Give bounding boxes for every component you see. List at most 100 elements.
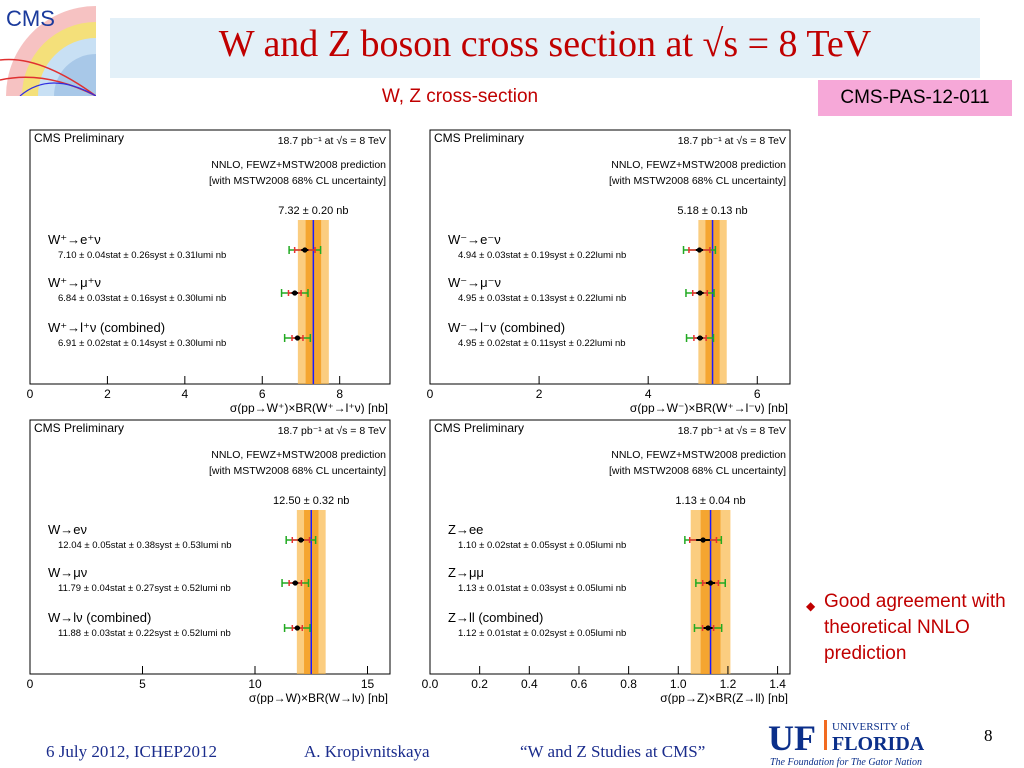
x-tick-label: 0.2 bbox=[471, 677, 488, 691]
chart-z: CMS Preliminary 18.7 pb⁻¹ at √s = 8 TeV NN… bbox=[420, 418, 794, 704]
measurement-point bbox=[292, 580, 298, 586]
measurement-detail: 4.95 ± 0.02stat ± 0.11syst ± 0.22lumi nb bbox=[458, 338, 626, 349]
measurement-row: W⁺→l⁺ν (combined) 6.91 ± 0.02stat ± 0.14s… bbox=[48, 320, 312, 349]
luminosity-label: 18.7 pb⁻¹ at √s = 8 TeV bbox=[678, 425, 786, 437]
x-tick-label: 8 bbox=[336, 387, 343, 401]
prediction-description: NNLO, FEWZ+MSTW2008 prediction bbox=[211, 159, 386, 171]
measurement-name: Z→μμ bbox=[448, 565, 484, 580]
measurement-point bbox=[700, 537, 706, 543]
prediction-uncertainty-note: [with MSTW2008 68% CL uncertainty] bbox=[209, 175, 386, 187]
slide-title: W and Z boson cross section at √s = 8 Te… bbox=[218, 23, 872, 65]
measurement-row: W⁺→e⁺ν 7.10 ± 0.04stat ± 0.26syst ± 0.31l… bbox=[48, 232, 322, 261]
measurement-detail: 6.91 ± 0.02stat ± 0.14syst ± 0.30lumi nb bbox=[58, 338, 226, 349]
measurement-point bbox=[294, 625, 300, 631]
x-tick-label: 0.8 bbox=[620, 677, 637, 691]
measurement-detail: 12.04 ± 0.05stat ± 0.38syst ± 0.53lumi n… bbox=[58, 540, 232, 551]
luminosity-label: 18.7 pb⁻¹ at √s = 8 TeV bbox=[278, 425, 386, 437]
title-bar bbox=[110, 18, 980, 78]
measurement-point bbox=[298, 537, 304, 543]
measurement-point bbox=[292, 290, 298, 296]
chart-w-total: CMS Preliminary 18.7 pb⁻¹ at √s = 8 TeV NN… bbox=[20, 418, 394, 704]
plot-frame bbox=[29, 419, 391, 675]
measurement-name: W⁺→μ⁺ν bbox=[48, 275, 101, 290]
x-tick-label: 4 bbox=[181, 387, 188, 401]
x-tick-label: 0 bbox=[27, 677, 34, 691]
measurement-name: W⁻→e⁻ν bbox=[448, 232, 501, 247]
x-tick-label: 15 bbox=[361, 677, 375, 691]
measurement-detail: 11.88 ± 0.03stat ± 0.22syst ± 0.52lumi n… bbox=[58, 628, 231, 639]
cms-preliminary-label: CMS Preliminary bbox=[34, 131, 124, 145]
measurement-point bbox=[697, 290, 703, 296]
measurement-detail: 6.84 ± 0.03stat ± 0.16syst ± 0.30lumi nb bbox=[58, 293, 226, 304]
x-tick-label: 0 bbox=[427, 387, 434, 401]
cms-preliminary-label: CMS Preliminary bbox=[434, 131, 524, 145]
cms-preliminary-label: CMS Preliminary bbox=[434, 421, 524, 435]
prediction-uncertainty-note: [with MSTW2008 68% CL uncertainty] bbox=[609, 175, 786, 187]
plot-frame bbox=[29, 129, 391, 385]
measurement-point bbox=[294, 335, 301, 341]
x-tick-label: 2 bbox=[536, 387, 543, 401]
measurement-detail: 11.79 ± 0.04stat ± 0.27syst ± 0.52lumi n… bbox=[58, 583, 231, 594]
footer-date: 6 July 2012, ICHEP2012 bbox=[46, 742, 217, 761]
x-tick-label: 0.0 bbox=[422, 677, 439, 691]
prediction-uncertainty-note: [with MSTW2008 68% CL uncertainty] bbox=[609, 465, 786, 477]
luminosity-label: 18.7 pb⁻¹ at √s = 8 TeV bbox=[678, 135, 786, 147]
x-tick-label: 2 bbox=[104, 387, 111, 401]
reference-badge: CMS-PAS-12-011 bbox=[818, 80, 1012, 116]
measurement-name: W⁻→l⁻ν (combined) bbox=[448, 320, 565, 335]
measurement-detail: 4.95 ± 0.03stat ± 0.13syst ± 0.22lumi nb bbox=[458, 293, 626, 304]
chart-svg: CMS Preliminary 18.7 pb⁻¹ at √s = 8 TeV NN… bbox=[422, 419, 791, 704]
measurement-detail: 1.12 ± 0.01stat ± 0.02syst ± 0.05lumi nb bbox=[458, 628, 626, 639]
university-logo: UF UNIVERSITY of FLORIDA The Foundation … bbox=[768, 718, 925, 768]
footer-author: A. Kropivnitskaya bbox=[304, 742, 430, 761]
measurement-name: Z→ll (combined) bbox=[448, 610, 543, 625]
bullet-text: Good agreement with theoretical NNLO pre… bbox=[824, 591, 1006, 664]
measurement-row: W⁻→e⁻ν 4.94 ± 0.03stat ± 0.19syst ± 0.22l… bbox=[448, 232, 717, 261]
measurement-name: W⁺→l⁺ν (combined) bbox=[48, 320, 165, 335]
x-tick-label: 4 bbox=[645, 387, 652, 401]
measurement-point bbox=[696, 247, 703, 253]
measurement-detail: 1.10 ± 0.02stat ± 0.05syst ± 0.05lumi nb bbox=[458, 540, 626, 551]
uf-line2: FLORIDA bbox=[832, 733, 925, 755]
bullet-diamond-icon: ◆ bbox=[806, 599, 816, 613]
x-axis-label: σ(pp→W)×BR(W→lν) [nb] bbox=[249, 691, 388, 704]
x-tick-label: 5 bbox=[139, 677, 146, 691]
measurement-point bbox=[707, 580, 714, 586]
measurement-name: W→lν (combined) bbox=[48, 610, 151, 625]
prediction-value-label: 5.18 ± 0.13 nb bbox=[677, 205, 747, 217]
measurement-name: W→eν bbox=[48, 522, 87, 537]
measurement-row: W⁻→l⁻ν (combined) 4.95 ± 0.02stat ± 0.11s… bbox=[448, 320, 715, 349]
plot-frame bbox=[429, 129, 791, 385]
measurement-name: W⁺→e⁺ν bbox=[48, 232, 101, 247]
measurement-point bbox=[705, 625, 711, 631]
measurement-row: W⁻→μ⁻ν 4.95 ± 0.03stat ± 0.13syst ± 0.22l… bbox=[448, 275, 715, 304]
x-tick-label: 1.2 bbox=[720, 677, 737, 691]
uf-mark: UF bbox=[768, 718, 816, 758]
x-tick-label: 6 bbox=[754, 387, 761, 401]
x-tick-label: 1.4 bbox=[769, 677, 786, 691]
x-axis-label: σ(pp→W⁻)×BR(W⁺→l⁻ν) [nb] bbox=[630, 401, 788, 414]
measurement-detail: 7.10 ± 0.04stat ± 0.26syst ± 0.31lumi nb bbox=[58, 250, 226, 261]
measurement-detail: 1.13 ± 0.01stat ± 0.03syst ± 0.05lumi nb bbox=[458, 583, 626, 594]
measurement-row: W⁺→μ⁺ν 6.84 ± 0.03stat ± 0.16syst ± 0.30l… bbox=[48, 275, 309, 304]
footer-talk-title: “W and Z Studies at CMS” bbox=[520, 742, 706, 761]
measurement-point bbox=[697, 335, 703, 341]
cms-logo: CMS bbox=[0, 0, 96, 96]
uf-line1: UNIVERSITY of bbox=[832, 721, 910, 733]
chart-svg: CMS Preliminary 18.7 pb⁻¹ at √s = 8 TeV NN… bbox=[27, 419, 391, 704]
cms-logo-text: CMS bbox=[6, 6, 55, 31]
measurement-detail: 4.94 ± 0.03stat ± 0.19syst ± 0.22lumi nb bbox=[458, 250, 626, 261]
x-tick-label: 0 bbox=[27, 387, 34, 401]
slide-subtitle: W, Z cross-section bbox=[381, 86, 539, 107]
prediction-description: NNLO, FEWZ+MSTW2008 prediction bbox=[611, 449, 786, 461]
prediction-description: NNLO, FEWZ+MSTW2008 prediction bbox=[611, 159, 786, 171]
x-tick-label: 1.0 bbox=[670, 677, 687, 691]
x-axis-label: σ(pp→W⁺)×BR(W⁺→l⁺ν) [nb] bbox=[230, 401, 388, 414]
measurement-row: W→μν 11.79 ± 0.04stat ± 0.27syst ± 0.52lu… bbox=[48, 565, 310, 594]
x-tick-label: 10 bbox=[248, 677, 262, 691]
prediction-description: NNLO, FEWZ+MSTW2008 prediction bbox=[211, 449, 386, 461]
chart-svg: CMS Preliminary 18.7 pb⁻¹ at √s = 8 TeV NN… bbox=[427, 129, 791, 414]
measurement-row: Z→ee 1.10 ± 0.02stat ± 0.05syst ± 0.05lum… bbox=[448, 522, 723, 551]
prediction-value-label: 1.13 ± 0.04 nb bbox=[675, 495, 745, 507]
x-tick-label: 0.4 bbox=[521, 677, 538, 691]
